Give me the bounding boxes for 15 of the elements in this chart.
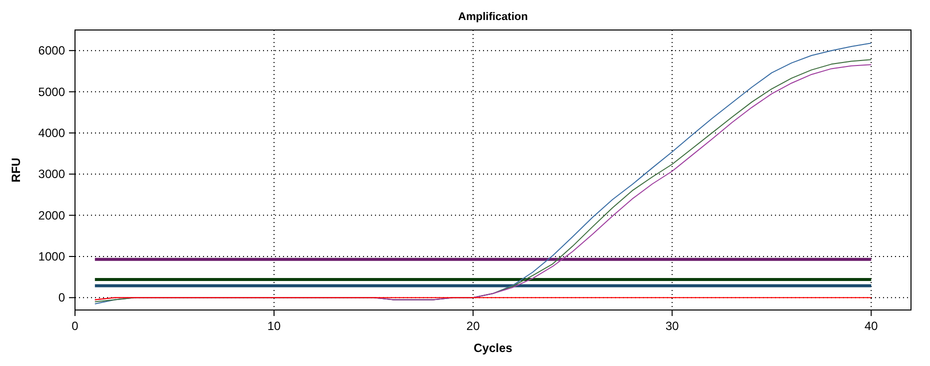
x-tick-label: 30 bbox=[665, 319, 680, 333]
y-tick-label: 3000 bbox=[38, 167, 66, 182]
y-tick-label: 2000 bbox=[38, 208, 66, 222]
y-tick-label: 4000 bbox=[38, 126, 66, 140]
y-tick-label: 5000 bbox=[38, 84, 66, 99]
x-tick-label: 0 bbox=[72, 319, 79, 333]
y-tick-label: 0 bbox=[58, 290, 66, 305]
x-tick-label: 40 bbox=[864, 319, 878, 333]
y-tick-label: 1000 bbox=[38, 249, 66, 264]
y-tick-label: 6000 bbox=[38, 44, 66, 58]
x-tick-label: 10 bbox=[267, 319, 282, 333]
x-axis-title: Cycles bbox=[474, 341, 513, 355]
y-axis-title: RFU bbox=[9, 158, 23, 182]
x-tick-label: 20 bbox=[466, 319, 480, 333]
chart-title: Amplification bbox=[458, 11, 528, 23]
